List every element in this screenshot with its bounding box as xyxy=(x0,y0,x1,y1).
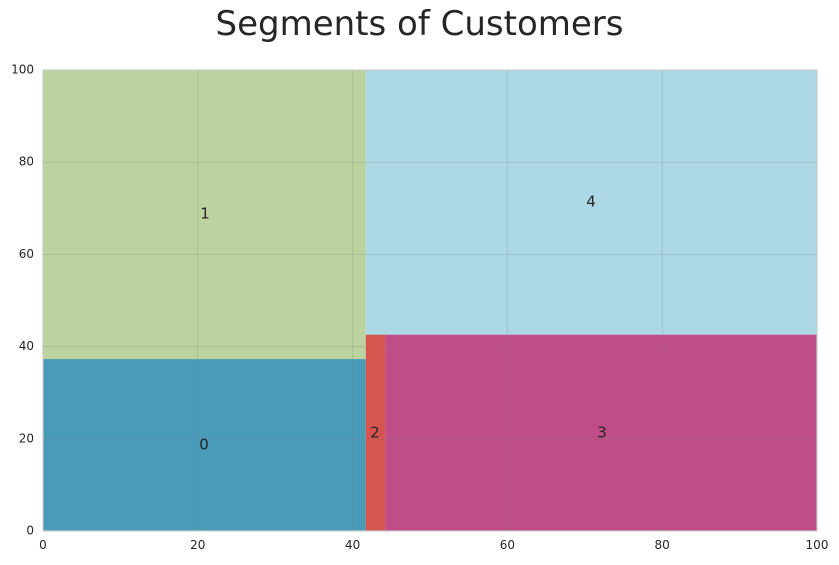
x-tick-label: 100 xyxy=(806,538,829,552)
segment-1-label: 1 xyxy=(200,205,210,223)
segment-1-rect xyxy=(43,70,366,360)
y-tick-label: 0 xyxy=(26,524,34,538)
segment-3-label: 3 xyxy=(597,424,607,442)
y-tick-label: 60 xyxy=(19,247,34,261)
x-tick-label: 0 xyxy=(39,538,47,552)
segment-labels-layer: 0 1 2 3 4 xyxy=(199,193,607,454)
x-tick-label: 80 xyxy=(655,538,670,552)
segment-2-rect xyxy=(365,334,386,531)
x-tick-label: 20 xyxy=(190,538,205,552)
y-tick-label: 20 xyxy=(19,431,34,445)
grid-layer xyxy=(43,70,817,531)
segments-layer xyxy=(43,70,817,531)
chart-title: Segments of Customers xyxy=(215,4,624,44)
segment-3-rect xyxy=(385,334,817,531)
plot-frame xyxy=(42,69,818,532)
x-tick-label: 60 xyxy=(500,538,515,552)
segment-0-rect xyxy=(43,359,366,531)
segment-4-rect xyxy=(365,70,817,335)
segment-0-label: 0 xyxy=(199,436,209,454)
segment-4-label: 4 xyxy=(586,193,596,211)
y-tick-label: 100 xyxy=(11,63,34,77)
segment-2-label: 2 xyxy=(370,424,380,442)
y-tick-label: 80 xyxy=(19,155,34,169)
x-tick-label: 40 xyxy=(345,538,360,552)
y-tick-label: 40 xyxy=(19,339,34,353)
